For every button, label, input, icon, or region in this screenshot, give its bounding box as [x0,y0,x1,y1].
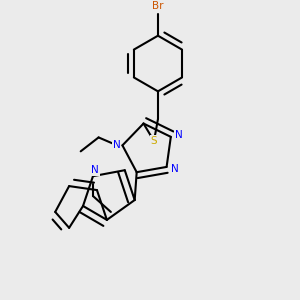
Text: Br: Br [152,1,164,11]
Text: S: S [151,136,157,146]
Text: N: N [171,164,178,174]
Text: N: N [175,130,183,140]
Text: N: N [112,140,120,150]
Text: N: N [91,165,99,175]
